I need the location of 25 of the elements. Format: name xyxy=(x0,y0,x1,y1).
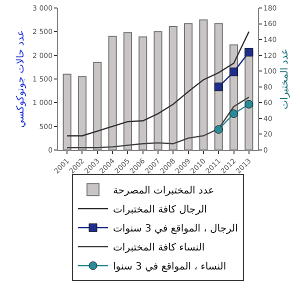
bar xyxy=(108,36,117,150)
line-series xyxy=(66,31,250,136)
point xyxy=(244,100,254,108)
point xyxy=(214,82,223,92)
point xyxy=(214,125,223,134)
point xyxy=(244,48,254,56)
y-axis-title: عدد حالات جونوكوكسي xyxy=(16,30,27,128)
legend-label: عدد المختبرات المصرحة xyxy=(113,186,214,197)
bar xyxy=(93,62,102,150)
bar xyxy=(154,31,162,150)
legend-label: النساء كافة المختبرات xyxy=(113,242,205,254)
y2-axis-title: عدد المختبرات xyxy=(279,48,290,110)
line-series xyxy=(66,96,250,148)
bar xyxy=(184,23,193,150)
bar xyxy=(199,19,208,150)
bar xyxy=(123,32,132,150)
legend-label: الرجال كافة المختبرات xyxy=(113,204,207,216)
point xyxy=(230,109,238,118)
bar xyxy=(78,76,87,150)
bar xyxy=(62,74,72,150)
legend-label: الرجال ، المواقع في 3 سنوات xyxy=(113,224,238,235)
legend-label: النساء ، المواقع في 3 سنوا xyxy=(113,262,226,273)
point xyxy=(230,68,238,76)
bar xyxy=(138,36,148,150)
bar xyxy=(168,26,178,150)
